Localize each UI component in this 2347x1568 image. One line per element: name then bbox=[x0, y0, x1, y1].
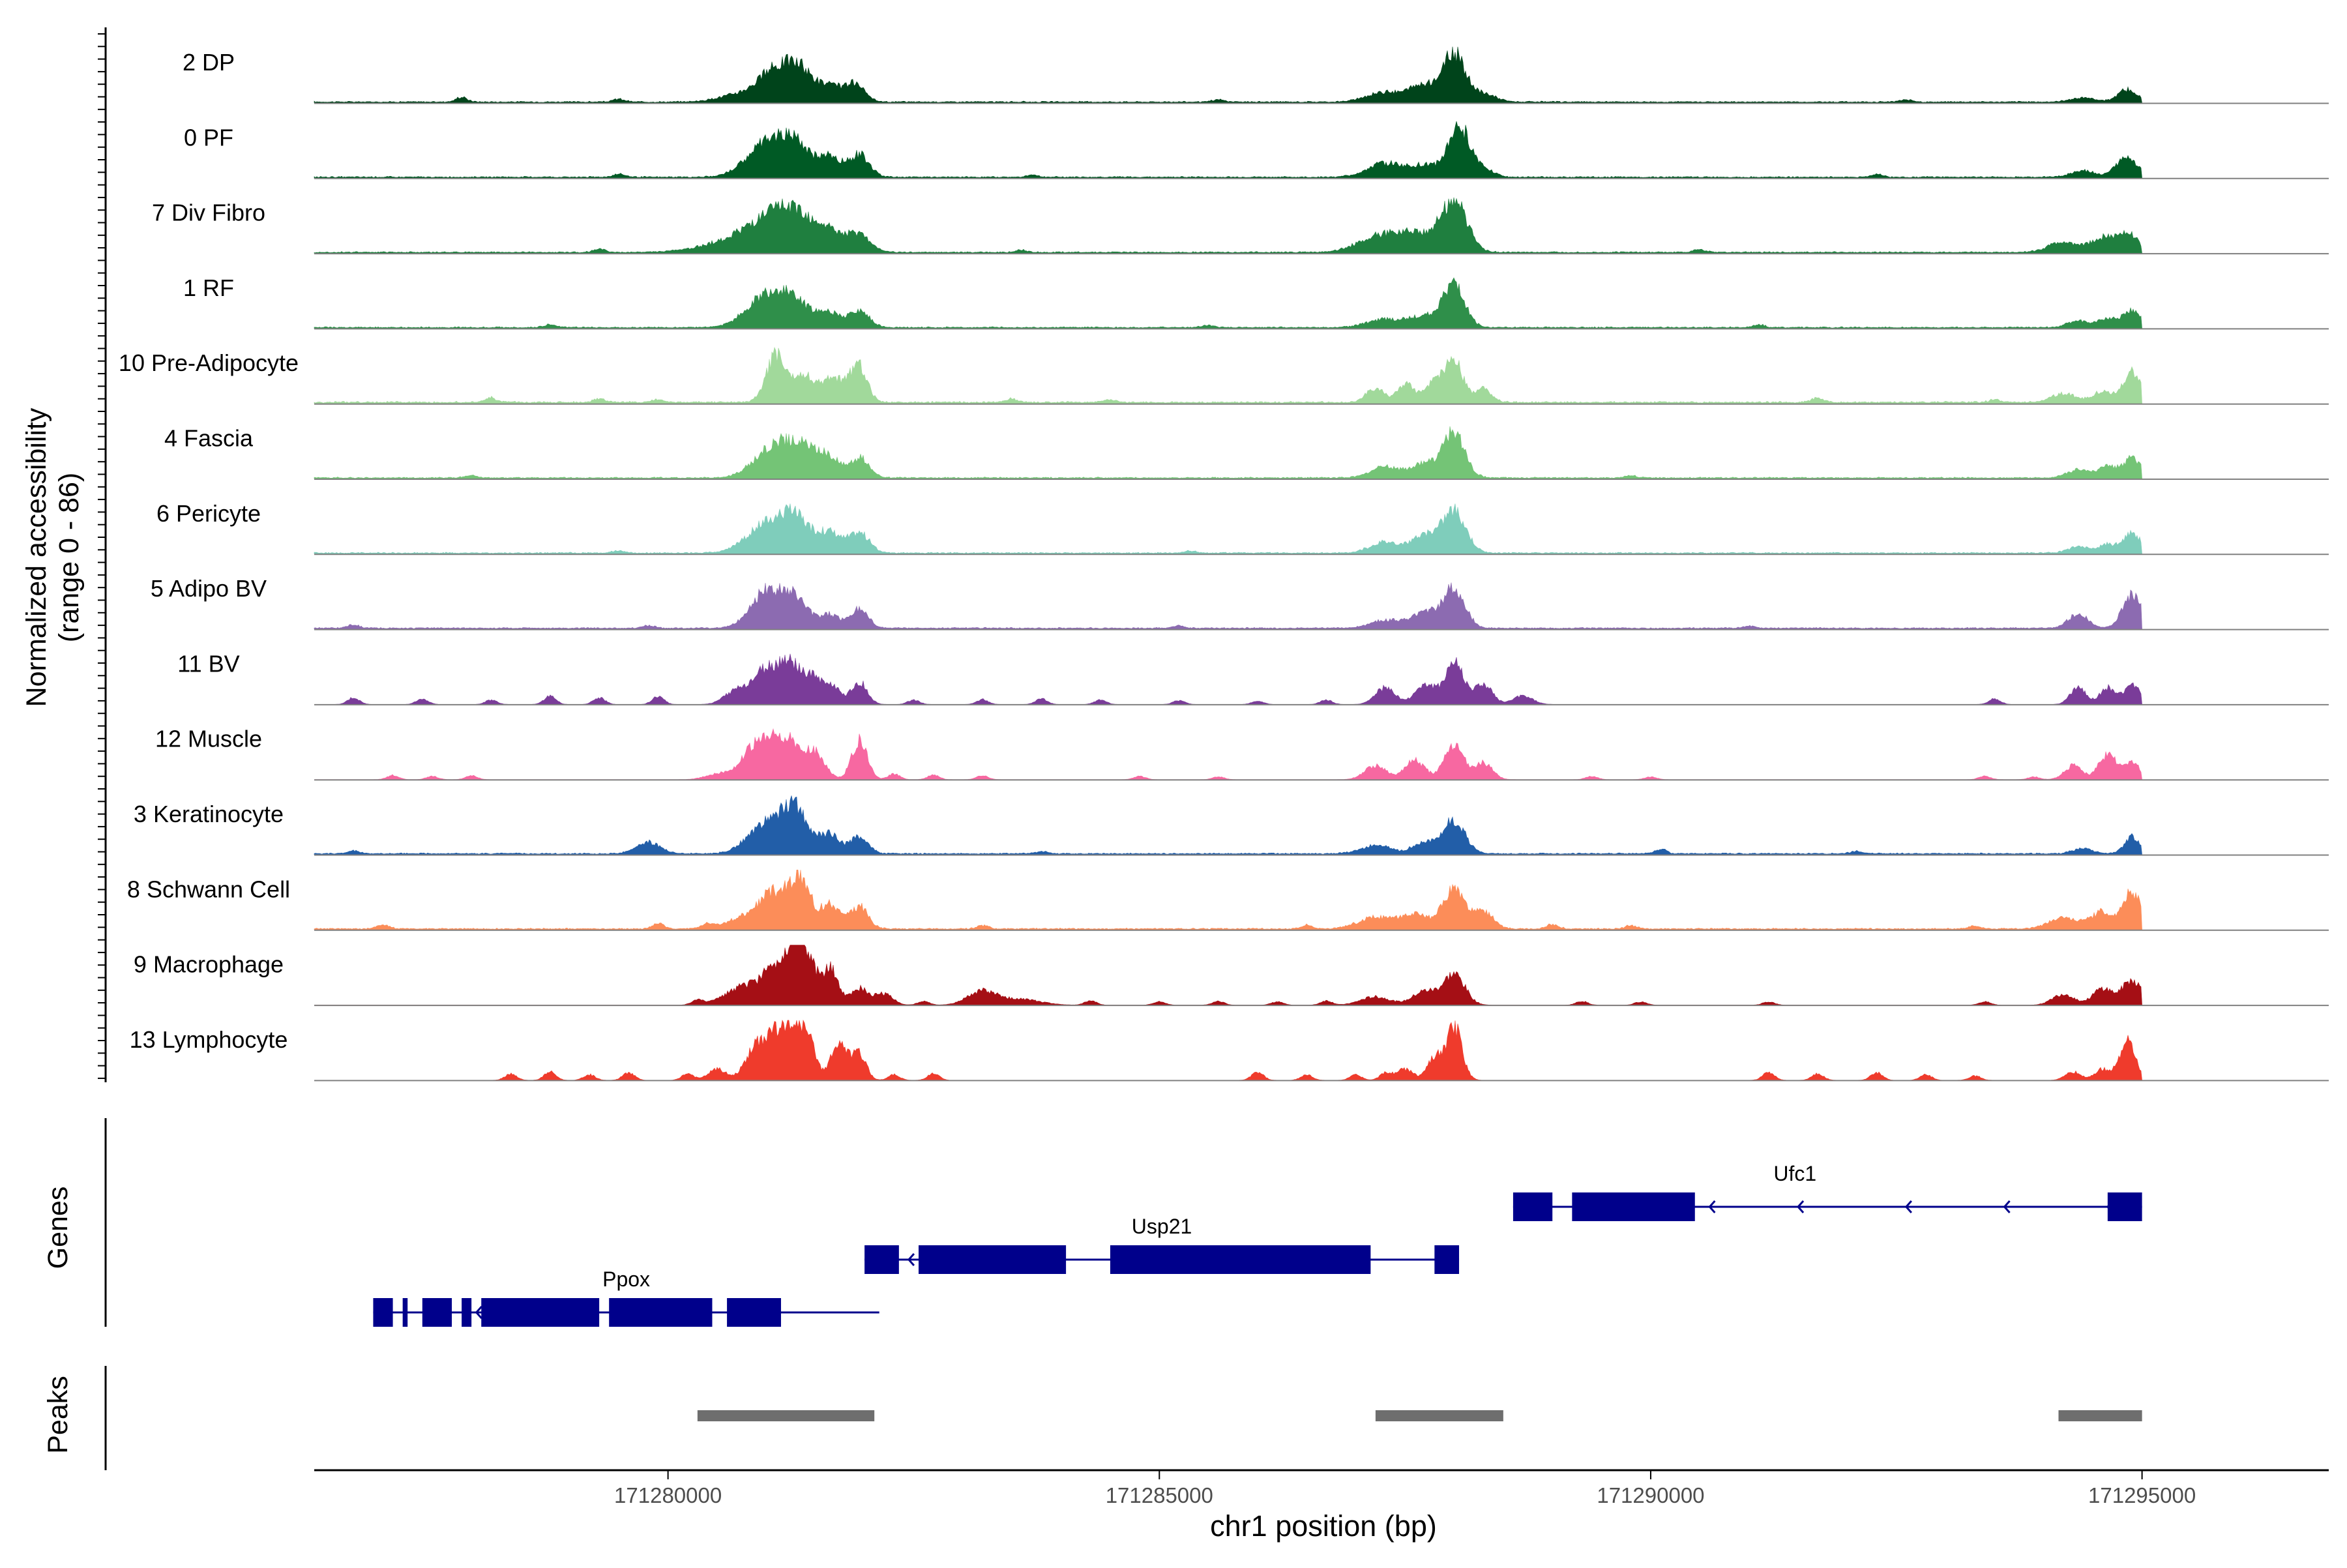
gene-exon bbox=[1513, 1192, 1553, 1221]
track-label: 13 Lymphocyte bbox=[130, 1026, 288, 1053]
track-label: 12 Muscle bbox=[155, 726, 262, 752]
x-axis: 171280000 171285000 171290000 171295000 bbox=[314, 1469, 2329, 1507]
coverage-y-axis bbox=[98, 27, 107, 1082]
track-12: 8 Schwann Cell bbox=[127, 870, 2329, 931]
gene-exon bbox=[2107, 1192, 2142, 1221]
track-label: 9 Macrophage bbox=[134, 951, 284, 978]
strand-arrow bbox=[475, 1306, 482, 1319]
track-label: 7 Div Fibro bbox=[152, 200, 265, 226]
gene-exon bbox=[864, 1245, 899, 1274]
track-8: 5 Adipo BV bbox=[151, 575, 2329, 630]
y-axis-title: Normalized accessibility bbox=[21, 407, 52, 707]
gene-exon bbox=[373, 1298, 393, 1327]
gene-annotation-track: Ufc1 Usp21 Ppox bbox=[104, 1118, 2142, 1327]
track-4: 1 RF bbox=[183, 274, 2329, 330]
track-label: 10 Pre-Adipocyte bbox=[119, 349, 299, 376]
track-label: 5 Adipo BV bbox=[151, 575, 267, 602]
coverage-area bbox=[314, 728, 2142, 780]
track-14: 13 Lymphocyte bbox=[130, 1019, 2329, 1082]
coverage-area bbox=[314, 503, 2142, 555]
gene-exon bbox=[727, 1298, 781, 1327]
strand-arrow bbox=[1708, 1200, 1716, 1213]
coverage-area bbox=[314, 1019, 2142, 1081]
gene-usp21: Usp21 bbox=[864, 1215, 1460, 1274]
peak-region bbox=[1375, 1410, 1503, 1421]
x-tick-label: 171290000 bbox=[1597, 1483, 1704, 1507]
genes-track-label: Genes bbox=[42, 1187, 74, 1269]
x-tick-label: 171280000 bbox=[614, 1483, 722, 1507]
coverage-area bbox=[314, 277, 2142, 329]
x-tick-label: 171285000 bbox=[1106, 1483, 1213, 1507]
coverage-area bbox=[314, 870, 2142, 930]
track-6: 4 Fascia bbox=[164, 425, 2329, 480]
gene-exon bbox=[481, 1298, 600, 1327]
gene-label: Ppox bbox=[602, 1267, 650, 1291]
track-label: 8 Schwann Cell bbox=[127, 876, 290, 902]
track-label: 2 DP bbox=[183, 49, 235, 76]
coverage-tracks: 2 DP 0 PF 7 Div Fibro 1 RF 10 Pre-Adipocyte 4… bbox=[119, 46, 2329, 1082]
track-label: 11 BV bbox=[177, 650, 239, 677]
x-axis-title: chr1 position (bp) bbox=[1210, 1509, 1437, 1543]
coverage-area bbox=[314, 347, 2142, 404]
y-axis-subtitle: (range 0 - 86) bbox=[53, 473, 85, 643]
track-2: 0 PF bbox=[184, 121, 2329, 179]
coverage-area bbox=[314, 582, 2142, 630]
track-label: 4 Fascia bbox=[164, 425, 254, 452]
gene-exon bbox=[1434, 1245, 1460, 1274]
track-13: 9 Macrophage bbox=[134, 945, 2329, 1007]
gene-label: Ufc1 bbox=[1773, 1162, 1816, 1185]
gene-exon bbox=[422, 1298, 452, 1327]
track-5: 10 Pre-Adipocyte bbox=[119, 347, 2329, 405]
coverage-area bbox=[314, 46, 2142, 104]
track-label: 0 PF bbox=[184, 124, 233, 151]
coverage-area bbox=[314, 121, 2142, 179]
gene-exon bbox=[919, 1245, 1067, 1274]
track-3: 7 Div Fibro bbox=[152, 197, 2329, 255]
strand-arrow bbox=[1904, 1200, 1912, 1213]
strand-arrow bbox=[376, 1306, 385, 1319]
peak-region bbox=[697, 1410, 875, 1421]
track-label: 1 RF bbox=[183, 274, 234, 301]
gene-exon bbox=[1572, 1192, 1695, 1221]
track-11: 3 Keratinocyte bbox=[134, 795, 2329, 856]
strand-arrow bbox=[2106, 1200, 2114, 1213]
strand-arrow bbox=[907, 1253, 915, 1266]
coverage-area bbox=[314, 945, 2142, 1005]
gene-ppox: Ppox bbox=[373, 1267, 879, 1327]
track-7: 6 Pericyte bbox=[156, 500, 2329, 555]
track-label: 6 Pericyte bbox=[156, 500, 261, 527]
peak-region bbox=[2058, 1410, 2142, 1421]
peaks-track-label: Peaks bbox=[42, 1376, 74, 1454]
gene-ufc1: Ufc1 bbox=[1513, 1162, 2142, 1221]
track-10: 12 Muscle bbox=[155, 726, 2329, 781]
gene-exon bbox=[609, 1298, 713, 1327]
track-label: 3 Keratinocyte bbox=[134, 801, 284, 827]
gene-exon bbox=[1110, 1245, 1371, 1274]
coverage-area bbox=[314, 197, 2142, 254]
gene-label: Usp21 bbox=[1132, 1215, 1192, 1238]
coverage-area bbox=[314, 426, 2142, 479]
gene-exon bbox=[462, 1298, 472, 1327]
gene-exon bbox=[402, 1298, 408, 1327]
peak-track bbox=[104, 1366, 2142, 1470]
x-tick-label: 171295000 bbox=[2088, 1483, 2196, 1507]
strand-arrow bbox=[1797, 1200, 1805, 1213]
track-9: 11 BV bbox=[177, 650, 2329, 705]
coverage-area bbox=[314, 795, 2142, 855]
track-1: 2 DP bbox=[183, 46, 2329, 104]
coverage-area bbox=[314, 653, 2142, 705]
strand-arrow bbox=[2003, 1200, 2011, 1213]
